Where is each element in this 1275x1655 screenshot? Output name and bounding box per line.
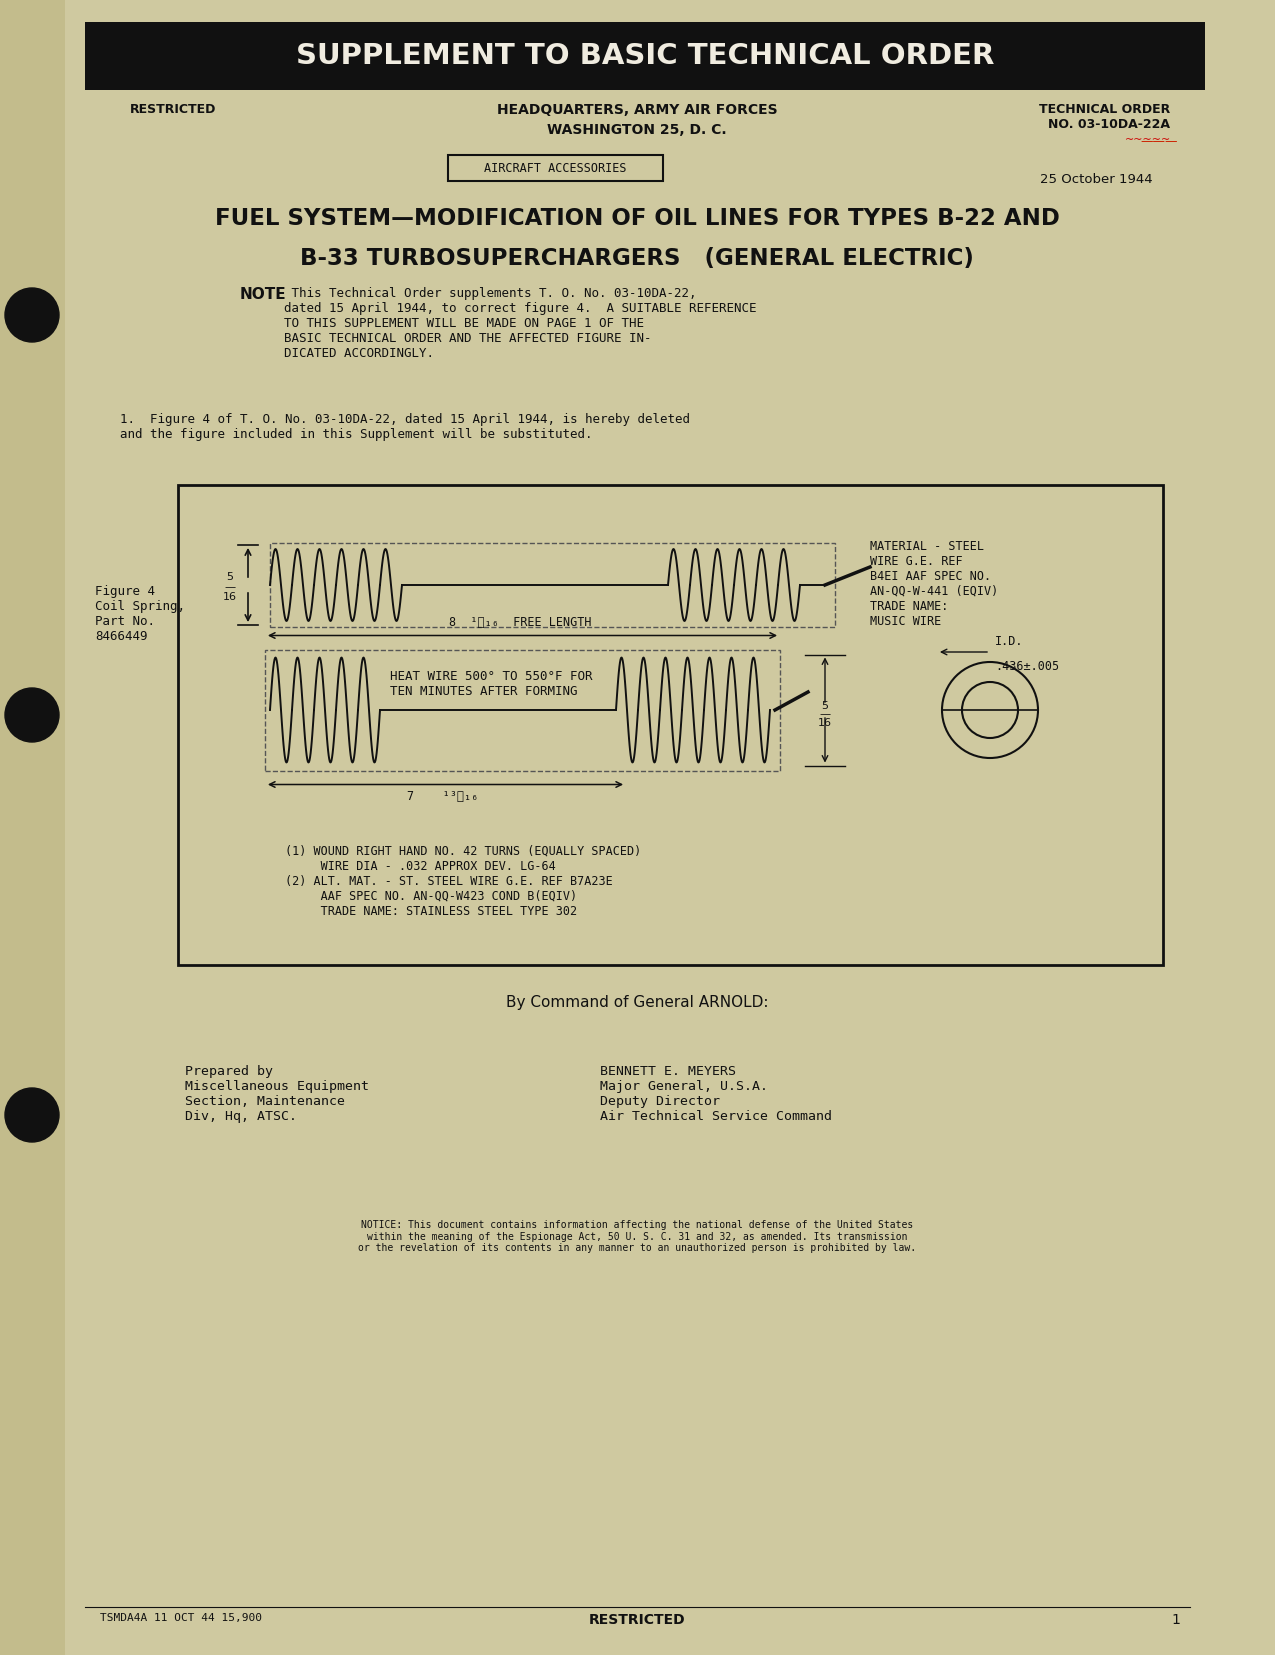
Text: RESTRICTED: RESTRICTED	[589, 1614, 686, 1627]
Text: 5: 5	[227, 573, 233, 583]
Text: WASHINGTON 25, D. C.: WASHINGTON 25, D. C.	[547, 122, 727, 137]
Text: 16: 16	[819, 718, 833, 728]
Text: 8  ¹⁄₁₆  FREE LENGTH: 8 ¹⁄₁₆ FREE LENGTH	[449, 617, 592, 629]
Text: —: —	[224, 583, 236, 592]
Text: 16: 16	[223, 592, 237, 602]
Bar	[270, 543, 835, 627]
Text: 25 October 1944: 25 October 1944	[1040, 174, 1153, 185]
Circle shape	[5, 1087, 59, 1142]
Text: NOTICE: This document contains information affecting the national defense of the: NOTICE: This document contains informati…	[358, 1220, 915, 1253]
Circle shape	[5, 288, 59, 343]
Text: ~~~~~: ~~~~~	[1125, 136, 1172, 146]
Bar	[85, 22, 1205, 89]
Text: AIRCRAFT ACCESSORIES: AIRCRAFT ACCESSORIES	[483, 162, 626, 174]
Text: HEAT WIRE 500° TO 550°F FOR
TEN MINUTES AFTER FORMING: HEAT WIRE 500° TO 550°F FOR TEN MINUTES …	[390, 670, 593, 698]
Text: HEADQUARTERS, ARMY AIR FORCES: HEADQUARTERS, ARMY AIR FORCES	[497, 103, 778, 118]
Text: 1.  Figure 4 of T. O. No. 03-10DA-22, dated 15 April 1944, is hereby deleted
and: 1. Figure 4 of T. O. No. 03-10DA-22, dat…	[120, 414, 690, 440]
Bar	[0, 0, 65, 1655]
Text: RESTRICTED: RESTRICTED	[130, 103, 217, 116]
Text: TECHNICAL ORDER
NO. 03-10DA-22A: TECHNICAL ORDER NO. 03-10DA-22A	[1039, 103, 1170, 131]
Text: I.D.: I.D.	[994, 636, 1024, 649]
Text: (1) WOUND RIGHT HAND NO. 42 TURNS (EQUALLY SPACED)
     WIRE DIA - .032 APPROX D: (1) WOUND RIGHT HAND NO. 42 TURNS (EQUAL…	[286, 846, 641, 919]
Text: —: —	[820, 708, 830, 718]
Text: NOTE: NOTE	[240, 286, 287, 301]
Text: TSMDA4A 11 OCT 44 15,900: TSMDA4A 11 OCT 44 15,900	[99, 1614, 261, 1624]
Text: 5: 5	[821, 702, 829, 712]
Text: BENNETT E. MEYERS
Major General, U.S.A.
Deputy Director
Air Technical Service Co: BENNETT E. MEYERS Major General, U.S.A. …	[601, 1066, 833, 1124]
Text: Prepared by
Miscellaneous Equipment
Section, Maintenance
Div, Hq, ATSC.: Prepared by Miscellaneous Equipment Sect…	[185, 1066, 368, 1124]
Text: 7    ¹³⁄₁₆: 7 ¹³⁄₁₆	[408, 791, 478, 803]
Text: SUPPLEMENT TO BASIC TECHNICAL ORDER: SUPPLEMENT TO BASIC TECHNICAL ORDER	[296, 41, 994, 70]
Text: Figure 4
Coil Spring,
Part No.
8466449: Figure 4 Coil Spring, Part No. 8466449	[96, 584, 185, 644]
Text: FUEL SYSTEM—MODIFICATION OF OIL LINES FOR TYPES B-22 AND: FUEL SYSTEM—MODIFICATION OF OIL LINES FO…	[214, 207, 1060, 230]
Text: .436±.005: .436±.005	[994, 660, 1060, 674]
Text: By Command of General ARNOLD:: By Command of General ARNOLD:	[506, 995, 769, 1010]
Text: MATERIAL - STEEL
WIRE G.E. REF
B4EI AAF SPEC NO.
AN-QQ-W-441 (EQIV)
TRADE NAME:
: MATERIAL - STEEL WIRE G.E. REF B4EI AAF …	[870, 540, 998, 627]
Circle shape	[5, 688, 59, 741]
Bar	[448, 156, 663, 180]
Text: B-33 TURBOSUPERCHARGERS   (GENERAL ELECTRIC): B-33 TURBOSUPERCHARGERS (GENERAL ELECTRI…	[300, 247, 974, 270]
Bar	[179, 485, 1163, 965]
Text: This Technical Order supplements T. O. No. 03-10DA-22,
dated 15 April 1944, to c: This Technical Order supplements T. O. N…	[284, 286, 756, 361]
Bar	[265, 649, 780, 771]
Text: ———: ———	[1140, 136, 1178, 147]
Text: 1: 1	[1172, 1614, 1179, 1627]
